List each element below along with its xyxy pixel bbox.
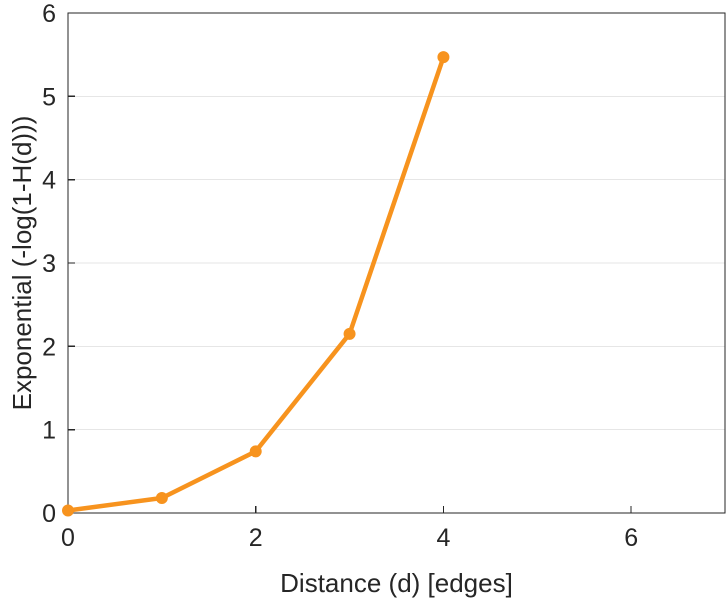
ticks: 0 1 2 3 4 5 6 0 2 4 6 [42,0,638,552]
x-tick-label: 0 [61,524,75,552]
y-tick-label: 5 [42,83,56,111]
data-series [62,51,450,517]
x-tick-label: 4 [436,524,450,552]
y-tick-label: 1 [42,417,56,445]
y-tick-label: 3 [42,250,56,278]
y-axis-label: Exponential (-log(1-H(d))) [7,116,37,411]
x-tick-label: 6 [624,524,638,552]
data-point [249,445,262,458]
x-axis-label: Distance (d) [edges] [280,568,513,598]
data-point [155,492,168,504]
y-tick-label: 4 [42,167,56,195]
data-point [343,327,356,340]
grid-lines [68,95,725,431]
y-tick-label: 2 [42,333,56,361]
x-tick-label: 2 [249,524,263,552]
y-tick-label: 6 [42,0,56,28]
data-point [437,51,450,64]
y-tick-label: 0 [42,500,56,528]
series-line [65,54,446,513]
data-point [62,504,74,517]
